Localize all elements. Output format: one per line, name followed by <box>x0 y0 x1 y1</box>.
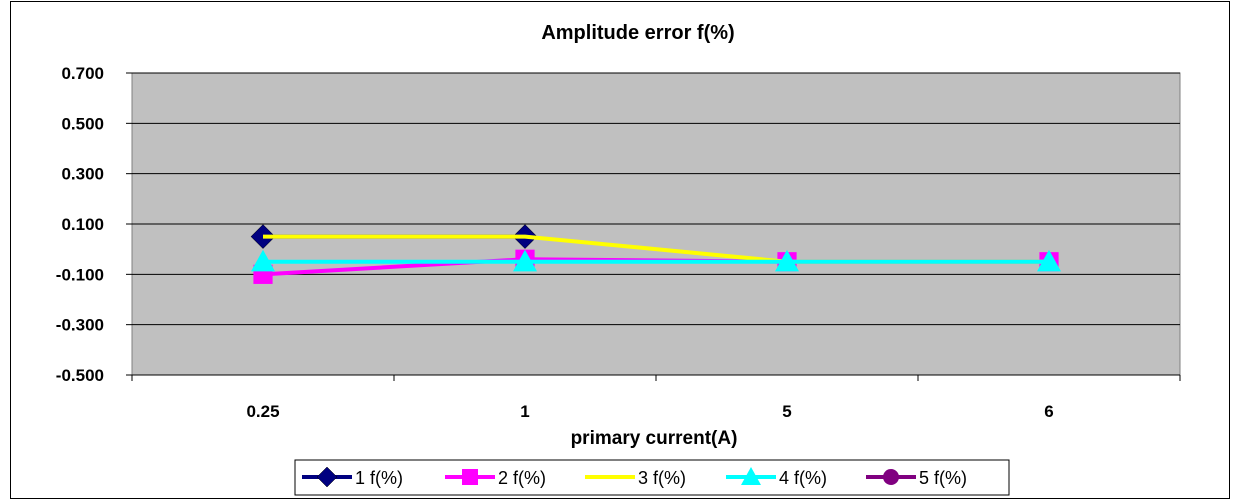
legend-swatch-marker <box>883 469 899 485</box>
data-point <box>775 249 799 272</box>
series-layer <box>250 224 1061 284</box>
x-tick-label: 1 <box>520 402 529 421</box>
x-tick-label: 0.25 <box>246 402 279 421</box>
x-axis-ticks: 0.25 1 5 6 <box>131 375 1181 421</box>
gridlines <box>132 72 1180 376</box>
legend-label: 3 f(%) <box>638 468 686 488</box>
y-tick-label: 0.500 <box>61 114 104 133</box>
x-tick-label: 5 <box>782 402 791 421</box>
data-point <box>513 249 537 272</box>
series-4 <box>251 249 1061 272</box>
y-tick-label: 0.300 <box>61 165 104 184</box>
y-tick-label: -0.300 <box>56 316 104 335</box>
legend-swatch-marker <box>462 469 478 485</box>
legend-label: 5 f(%) <box>919 468 967 488</box>
y-axis-ticks: 0.700 0.500 0.300 0.100 -0.100 -0.300 -0.500 <box>56 64 132 385</box>
y-tick-label: 0.700 <box>61 64 104 83</box>
legend-label: 1 f(%) <box>355 468 403 488</box>
legend-swatch-marker <box>741 467 761 485</box>
legend-items: 1 f(%) 2 f(%) 3 f(%) 4 f(%) 5 f(%) <box>302 466 967 488</box>
x-tick-label: 6 <box>1044 402 1053 421</box>
data-point <box>1037 249 1061 272</box>
legend-label: 2 f(%) <box>498 468 546 488</box>
x-axis-title: primary current(A) <box>571 428 738 449</box>
y-tick-label: -0.500 <box>56 366 104 385</box>
legend-label: 4 f(%) <box>779 468 827 488</box>
chart-title: Amplitude error f(%) <box>541 22 734 44</box>
y-tick-label: 0.100 <box>61 215 104 234</box>
legend-swatch-marker <box>316 466 338 488</box>
y-tick-label: -0.100 <box>56 265 104 284</box>
data-point <box>251 249 275 272</box>
